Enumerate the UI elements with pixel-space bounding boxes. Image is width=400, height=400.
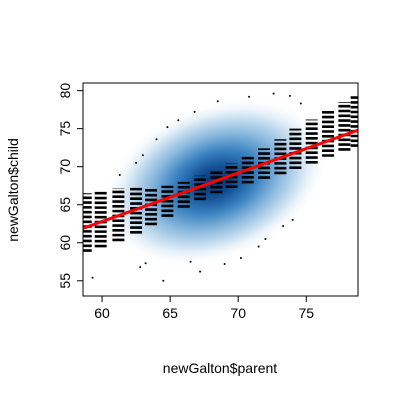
data-point bbox=[135, 162, 137, 164]
x-tick-label: 70 bbox=[230, 305, 246, 321]
y-tick-label: 60 bbox=[57, 235, 73, 251]
y-axis: 55 60 65 70 75 80 bbox=[57, 83, 83, 289]
y-tick-label: 55 bbox=[57, 273, 73, 289]
data-point bbox=[92, 277, 94, 279]
data-point bbox=[224, 263, 226, 265]
data-point bbox=[139, 266, 141, 268]
x-axis-title: newGalton$parent bbox=[163, 360, 278, 376]
data-point bbox=[156, 138, 158, 140]
x-tick-label: 65 bbox=[162, 305, 178, 321]
data-point bbox=[240, 257, 242, 259]
data-point bbox=[162, 280, 164, 282]
x-tick-label: 75 bbox=[298, 305, 314, 321]
data-point bbox=[289, 95, 291, 97]
data-point bbox=[292, 219, 294, 221]
y-tick-label: 65 bbox=[57, 197, 73, 213]
data-point bbox=[119, 174, 121, 176]
data-point bbox=[217, 100, 219, 102]
y-tick-label: 75 bbox=[57, 121, 73, 137]
data-point bbox=[273, 93, 275, 95]
data-point bbox=[258, 246, 260, 248]
data-point bbox=[199, 271, 201, 273]
y-tick-label: 80 bbox=[57, 83, 73, 99]
plot-area bbox=[76, 65, 358, 298]
y-axis-title: newGalton$child bbox=[5, 138, 21, 242]
x-tick-label: 60 bbox=[94, 305, 110, 321]
data-point bbox=[145, 262, 147, 264]
y-tick-label: 70 bbox=[57, 159, 73, 175]
data-point bbox=[190, 261, 192, 263]
data-point bbox=[177, 119, 179, 121]
data-point bbox=[142, 154, 144, 156]
x-axis: 60 65 70 75 bbox=[94, 296, 314, 321]
data-point bbox=[194, 111, 196, 113]
data-point bbox=[282, 225, 284, 227]
data-point bbox=[300, 103, 302, 105]
data-point bbox=[248, 96, 250, 98]
data-point bbox=[166, 126, 168, 128]
data-point bbox=[264, 238, 266, 240]
